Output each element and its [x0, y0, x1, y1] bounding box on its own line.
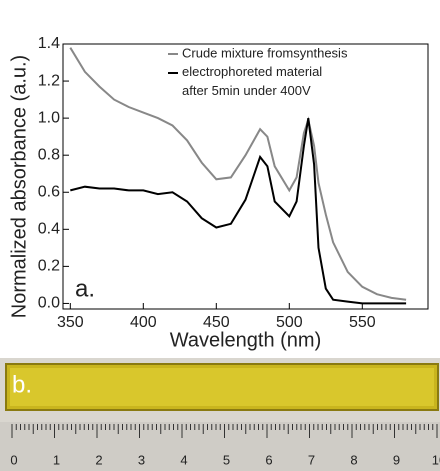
ruler-label: 9	[393, 452, 400, 467]
x-tick-label: 400	[130, 314, 157, 331]
y-axis-label: Normalized absorbance (a.u.)	[8, 55, 30, 318]
y-tick-label: 0.6	[38, 183, 60, 200]
x-axis-label: Wavelength (nm)	[170, 329, 322, 351]
legend-label: electrophoreted material after 5min under…	[182, 64, 322, 98]
ruler-label: 3	[138, 452, 145, 467]
ruler-label: 1	[53, 452, 60, 467]
ruler-label: 7	[308, 452, 315, 467]
series-line	[70, 117, 407, 305]
ruler-label: 10	[432, 452, 440, 467]
ruler-label: 8	[350, 452, 357, 467]
y-tick-label: 0.0	[38, 295, 60, 312]
y-tick-label: 0.8	[38, 146, 60, 163]
y-tick-label: 1.0	[38, 109, 60, 126]
y-tick-label: 0.4	[38, 221, 60, 238]
annotation: a.	[75, 275, 95, 302]
strip-face	[10, 368, 434, 406]
x-tick-label: 500	[276, 314, 303, 331]
y-tick-label: 0.2	[38, 258, 60, 275]
ruler-label: 6	[265, 452, 272, 467]
series-line	[69, 47, 407, 301]
plot-frame	[62, 43, 429, 310]
ruler-ticks	[11, 424, 438, 438]
x-tick-label: 350	[57, 314, 84, 331]
panel-label: b.	[12, 371, 32, 398]
ruler	[0, 422, 440, 471]
ruler-label: 5	[223, 452, 230, 467]
ruler-label: 4	[180, 452, 187, 467]
ruler-label: 0	[10, 452, 17, 467]
y-tick-label: 1.2	[38, 72, 60, 89]
x-tick-label: 550	[349, 314, 376, 331]
y-tick-label: 1.4	[38, 35, 60, 52]
x-tick-label: 450	[203, 314, 230, 331]
legend-label: Crude mixture fromsynthesis	[182, 45, 348, 60]
ruler-label: 2	[95, 452, 102, 467]
